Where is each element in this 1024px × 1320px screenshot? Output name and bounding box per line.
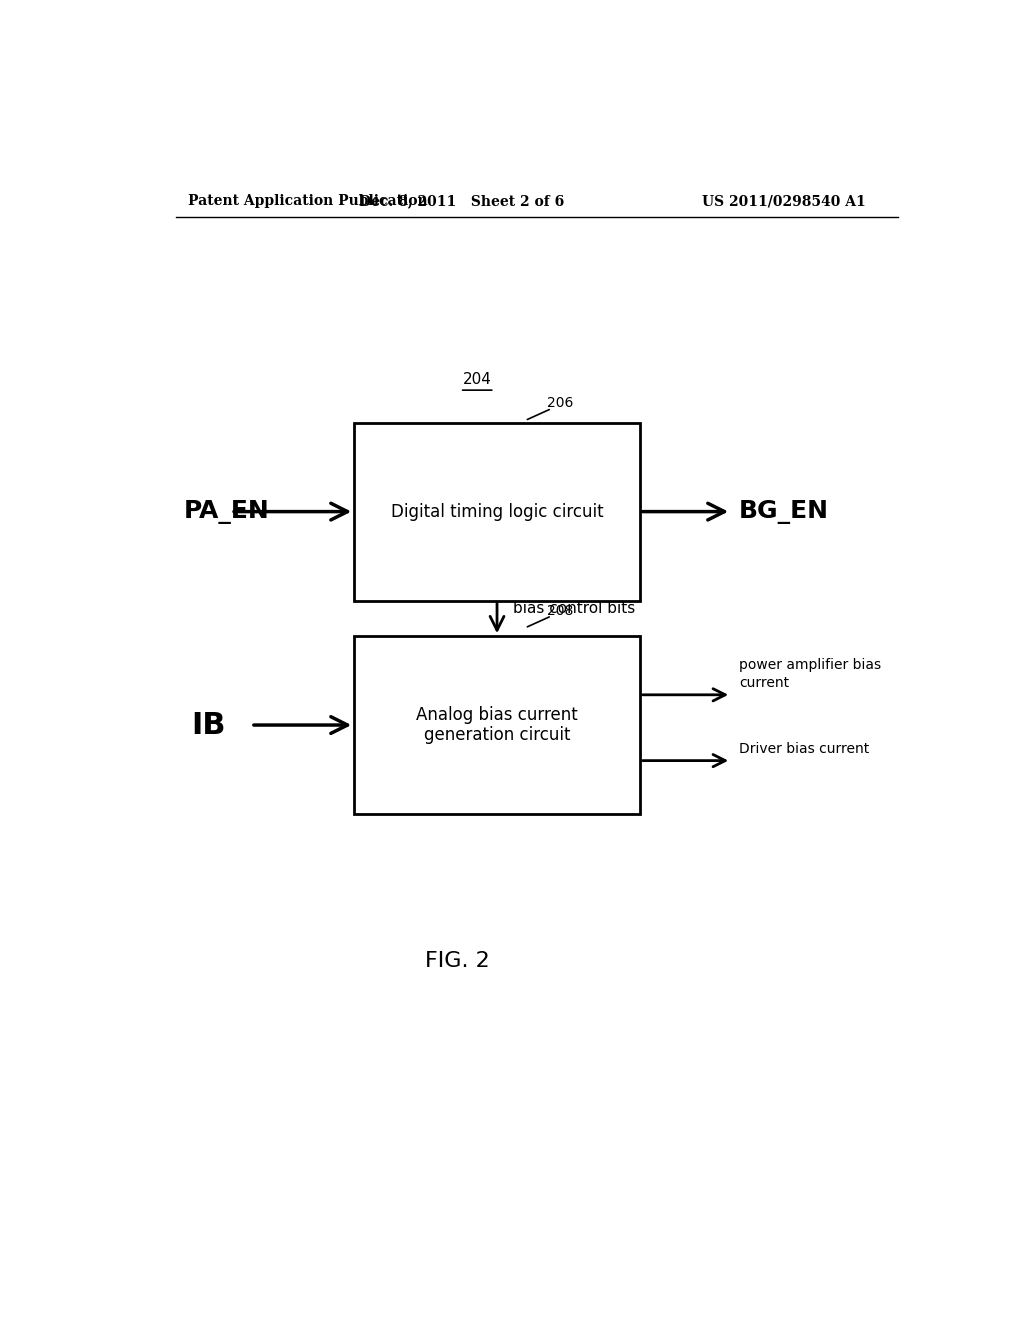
Text: Analog bias current
generation circuit: Analog bias current generation circuit [416,706,578,744]
Text: bias control bits: bias control bits [513,601,635,615]
Text: power amplifier bias
current: power amplifier bias current [739,659,882,690]
Text: Driver bias current: Driver bias current [739,742,869,755]
Text: PA_EN: PA_EN [183,499,269,524]
Text: BG_EN: BG_EN [739,499,829,524]
Text: US 2011/0298540 A1: US 2011/0298540 A1 [702,194,866,209]
Text: 206: 206 [547,396,573,411]
Text: 204: 204 [463,372,492,387]
Text: 208: 208 [547,603,573,618]
Text: IB: IB [191,710,226,739]
Bar [354,636,640,814]
Text: Digital timing logic circuit: Digital timing logic circuit [391,503,603,520]
Bar [354,422,640,601]
Text: Dec. 8, 2011   Sheet 2 of 6: Dec. 8, 2011 Sheet 2 of 6 [358,194,564,209]
Text: FIG. 2: FIG. 2 [425,952,489,972]
Text: Patent Application Publication: Patent Application Publication [187,194,427,209]
